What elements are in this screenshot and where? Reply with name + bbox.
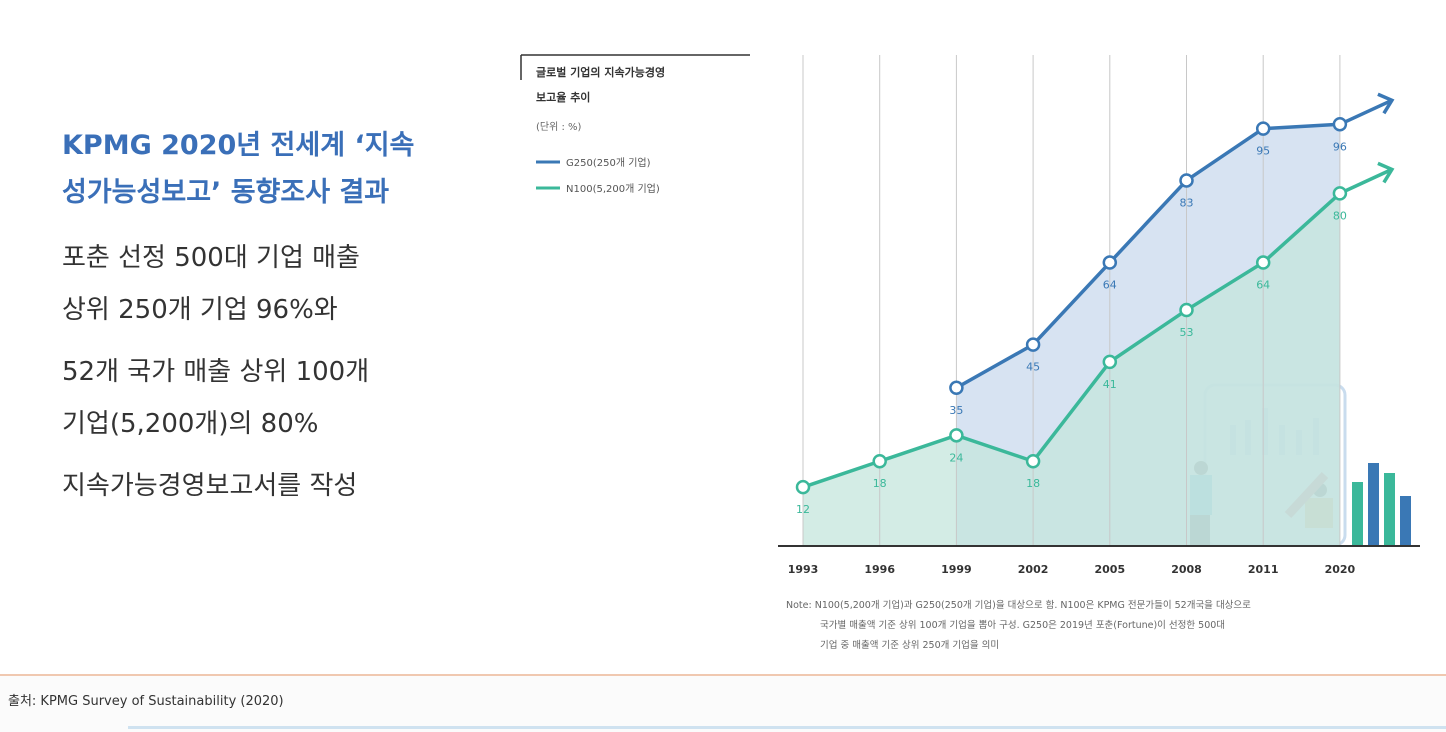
- arrow-head: [1377, 161, 1395, 184]
- value-label: 96: [1333, 140, 1347, 153]
- point: [1102, 255, 1118, 270]
- note-line: 기업 중 매출액 기준 상위 250개 기업을 의미: [820, 640, 1000, 651]
- point: [949, 428, 964, 443]
- value-label: 41: [1103, 378, 1117, 391]
- arrow-head: [1377, 92, 1395, 115]
- note: Note: N100(5,200개 기업)과 G250(250개 기업)을 대상…: [786, 596, 1251, 656]
- x-tick-label: 1996: [864, 563, 895, 576]
- legend-label: G250(250개 기업): [566, 156, 651, 169]
- value-label: 83: [1180, 196, 1194, 209]
- point: [872, 453, 887, 469]
- note-line: 국가별 매출액 기준 상위 100개 기업을 뽑아 구성. G250은 2019…: [820, 620, 1226, 631]
- x-tick-label: 1993: [788, 563, 819, 576]
- arrow: [1339, 167, 1393, 195]
- value-label: 64: [1256, 279, 1270, 292]
- heading-line: 성가능성보고’ 동향조사 결과: [62, 177, 390, 208]
- footer: [0, 674, 1446, 732]
- point: [1025, 337, 1041, 352]
- note-line: Note: N100(5,200개 기업)과 G250(250개 기업)을 대상…: [786, 600, 1251, 611]
- heading: KPMG 2020년 전세계 ‘지속 성가능성보고’ 동향조사 결과: [62, 122, 414, 216]
- body-line: 지속가능경영보고서를 작성: [62, 471, 358, 501]
- point: [1102, 354, 1118, 370]
- value-label: 45: [1026, 361, 1040, 374]
- point: [949, 380, 964, 396]
- footer-bar: [128, 726, 1446, 729]
- value-label: 18: [873, 477, 887, 490]
- body-line: 기업(5,200개)의 80%: [62, 409, 319, 439]
- source: 출처: KPMG Survey of Sustainability (2020): [8, 694, 284, 709]
- x-tick-label: 1999: [941, 563, 972, 576]
- value-label: 53: [1180, 326, 1194, 339]
- line: [802, 192, 1342, 489]
- point: [1179, 302, 1194, 318]
- body-line: 52개 국가 매출 상위 100개: [62, 357, 370, 387]
- unit: (단위 : %): [536, 120, 582, 133]
- legend-label: N100(5,200개 기업): [566, 182, 660, 195]
- value-label: 18: [1026, 477, 1040, 490]
- x-tick-label: 2008: [1171, 563, 1202, 576]
- arrow: [1339, 98, 1393, 126]
- point: [1332, 117, 1348, 132]
- point: [1255, 255, 1271, 270]
- body-line: 포춘 선정 500대 기업 매출: [62, 243, 360, 273]
- value-label: 35: [949, 404, 963, 417]
- chart-title: 보고율 추이: [536, 90, 590, 104]
- body-line: 상위 250개 기업 96%와: [62, 295, 338, 325]
- point: [1255, 121, 1271, 136]
- point: [1332, 186, 1348, 201]
- value-label: 64: [1103, 279, 1117, 292]
- value-label: 80: [1333, 209, 1347, 222]
- value-label: 24: [949, 451, 963, 464]
- value-label: 12: [796, 503, 810, 516]
- point: [1179, 173, 1194, 188]
- body: 포춘 선정 500대 기업 매출 상위 250개 기업 96%와 52개 국가 매출…: [62, 232, 369, 522]
- chart: 글로벌 기업의 지속가능경영 보고율 추이 (단위 : %) G250(250개…: [520, 54, 1420, 576]
- point: [1025, 453, 1041, 469]
- paragraph: 지속가능경영보고서를 작성: [62, 460, 369, 512]
- x-tick-label: 2020: [1325, 563, 1356, 576]
- x-tick-label: 2005: [1094, 563, 1125, 576]
- chart-title: 글로벌 기업의 지속가능경영: [536, 65, 665, 79]
- x-tick-label: 2002: [1018, 563, 1049, 576]
- line: [955, 122, 1340, 390]
- value-label: 95: [1256, 145, 1270, 158]
- x-tick-label: 2011: [1248, 563, 1279, 576]
- point: [795, 479, 811, 495]
- area: [803, 193, 1340, 546]
- heading-line: KPMG 2020년 전세계 ‘지속: [62, 130, 415, 161]
